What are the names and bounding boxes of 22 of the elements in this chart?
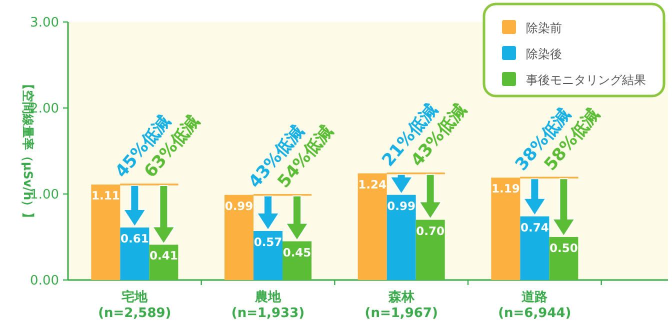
data-label: 0.45 bbox=[282, 245, 312, 260]
data-label: 0.50 bbox=[549, 241, 578, 255]
x-tick-label: 森林 (n=1,967) bbox=[364, 290, 438, 321]
legend-label: 事後モニタリング結果 bbox=[526, 73, 646, 87]
data-label: 0.61 bbox=[120, 232, 149, 246]
data-label: 0.74 bbox=[520, 220, 549, 234]
data-label: 0.41 bbox=[149, 248, 178, 263]
y-tick-label: 1.00 bbox=[30, 188, 59, 202]
x-tick-label: 農地 (n=1,933) bbox=[231, 290, 305, 321]
data-label: 0.70 bbox=[416, 224, 445, 238]
y-tick-label: 3.00 bbox=[30, 16, 59, 30]
data-label: 1.24 bbox=[358, 177, 387, 192]
legend-label: 除染後 bbox=[526, 47, 562, 61]
x-tick-label: 道路 (n=6,944) bbox=[498, 290, 572, 321]
data-label: 0.99 bbox=[224, 198, 254, 213]
data-label: 0.99 bbox=[387, 198, 416, 213]
legend-label: 除染前 bbox=[526, 21, 562, 35]
x-tick-label: 宅地 (n=2,589) bbox=[98, 289, 172, 321]
data-label: 0.57 bbox=[254, 234, 282, 249]
data-label: 1.19 bbox=[491, 182, 520, 196]
data-label: 1.11 bbox=[91, 188, 120, 203]
y-tick-label: 0.00 bbox=[30, 274, 59, 288]
